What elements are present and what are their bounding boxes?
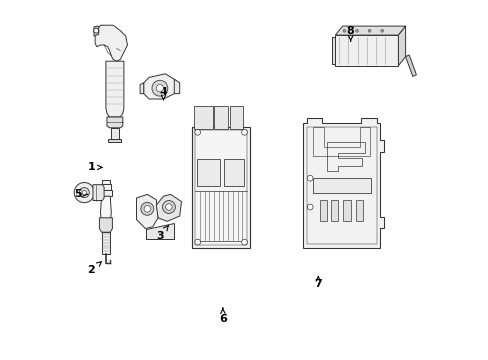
Circle shape — [380, 30, 383, 32]
Circle shape — [162, 201, 175, 213]
Polygon shape — [143, 74, 178, 99]
Bar — [343, 200, 350, 221]
Text: 1: 1 — [87, 162, 102, 172]
Polygon shape — [174, 79, 179, 94]
Text: 3: 3 — [156, 226, 168, 241]
Circle shape — [194, 239, 200, 245]
Polygon shape — [95, 25, 127, 61]
Bar — [229, 107, 243, 129]
Circle shape — [94, 28, 99, 33]
Polygon shape — [107, 117, 122, 128]
Polygon shape — [93, 185, 104, 201]
Bar — [101, 184, 111, 190]
Bar — [224, 159, 243, 186]
Circle shape — [79, 188, 89, 198]
Polygon shape — [335, 26, 405, 35]
Polygon shape — [405, 55, 416, 77]
Polygon shape — [398, 26, 405, 66]
Bar — [194, 107, 213, 129]
Bar — [330, 200, 337, 221]
Bar — [320, 200, 326, 221]
Circle shape — [306, 204, 312, 210]
Bar — [355, 200, 363, 221]
Circle shape — [194, 130, 200, 135]
Text: 2: 2 — [87, 262, 101, 275]
Polygon shape — [99, 218, 112, 232]
Polygon shape — [108, 139, 121, 142]
Circle shape — [306, 175, 312, 181]
Circle shape — [342, 30, 345, 32]
Polygon shape — [94, 26, 99, 36]
Polygon shape — [335, 35, 398, 66]
Circle shape — [241, 239, 247, 245]
Circle shape — [241, 130, 247, 135]
Polygon shape — [140, 83, 143, 94]
Polygon shape — [106, 61, 123, 117]
Polygon shape — [303, 118, 383, 248]
Polygon shape — [102, 232, 109, 254]
Polygon shape — [136, 194, 158, 229]
Circle shape — [165, 204, 172, 210]
Polygon shape — [145, 223, 174, 239]
Text: 4: 4 — [159, 87, 167, 100]
Circle shape — [82, 190, 86, 195]
Bar — [99, 190, 112, 196]
Polygon shape — [192, 127, 249, 248]
Text: 8: 8 — [346, 26, 354, 41]
Bar — [312, 178, 370, 193]
Text: 7: 7 — [314, 276, 322, 289]
Polygon shape — [331, 37, 335, 64]
Circle shape — [367, 30, 370, 32]
Circle shape — [156, 85, 163, 92]
Bar — [102, 180, 110, 184]
Polygon shape — [110, 128, 119, 139]
Bar — [196, 159, 220, 186]
Circle shape — [74, 183, 94, 203]
Text: 6: 6 — [219, 308, 226, 324]
Text: 5: 5 — [74, 189, 87, 199]
Circle shape — [152, 80, 167, 96]
Bar — [214, 107, 227, 129]
Circle shape — [144, 206, 150, 212]
Circle shape — [141, 202, 153, 215]
Polygon shape — [156, 194, 181, 221]
Circle shape — [355, 30, 358, 32]
Polygon shape — [101, 196, 111, 223]
